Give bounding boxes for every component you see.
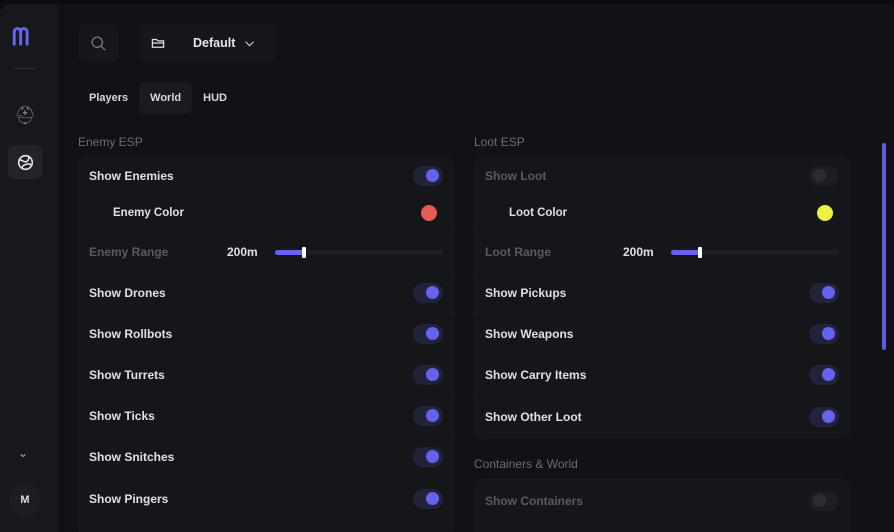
slider-fill xyxy=(671,249,700,255)
containers-card: Show Containers xyxy=(474,479,850,532)
show-snitches-toggle[interactable] xyxy=(413,447,443,467)
globe-icon xyxy=(17,154,33,170)
toggle-row: Show Pickups xyxy=(475,273,849,314)
chevron-down-icon[interactable]: ⌄ xyxy=(18,446,29,460)
profile-name: Default xyxy=(193,36,236,50)
enemy-range-value: 200m xyxy=(227,245,258,259)
toggle-row: Show Rollbots xyxy=(79,314,453,355)
show-other-loot-toggle[interactable] xyxy=(809,406,839,427)
toggle-label: Show Carry Items xyxy=(485,368,587,382)
show-carry-items-toggle[interactable] xyxy=(809,365,839,385)
toggle-row: Show Drones xyxy=(79,273,453,314)
toggle-label: Show Rollbots xyxy=(89,327,173,341)
search-icon xyxy=(90,35,106,51)
toggle-label: Show Containers xyxy=(485,493,584,508)
toggle-label: Show Snitches xyxy=(89,450,175,464)
sidebar: ᗰ ⛑ ⌄ M xyxy=(0,4,58,532)
show-weapons-toggle[interactable] xyxy=(809,324,839,344)
divider xyxy=(14,68,36,69)
profile-dropdown[interactable]: Default ⌵ xyxy=(139,24,276,62)
section-title-containers: Containers & World xyxy=(474,457,578,471)
toggle-row: Show Pingers xyxy=(79,478,453,519)
scrollbar[interactable] xyxy=(882,143,886,350)
toggle-row: Show Carry Items xyxy=(475,355,849,396)
toggle-row: Show Other Loot xyxy=(475,396,849,437)
toggle-row: Show Containers xyxy=(475,480,849,521)
toggle-label: Show Other Loot xyxy=(485,409,582,424)
loot-range-value: 200m xyxy=(623,245,654,259)
enemy-esp-card: Show Enemies Enemy Color Enemy Range 200m… xyxy=(78,157,454,532)
sidebar-item-players[interactable]: ⛑ xyxy=(8,99,42,133)
app-window: ᗰ ⛑ ⌄ M Default ⌵ Players World HUD Enem… xyxy=(0,4,894,532)
show-pingers-toggle[interactable] xyxy=(413,488,443,509)
loot-color-row: Loot Color xyxy=(475,195,849,232)
chevron-down-icon: ⌵ xyxy=(245,36,254,49)
slider-fill xyxy=(275,249,304,255)
tab-players[interactable]: Players xyxy=(89,92,129,104)
loot-color-swatch[interactable] xyxy=(817,205,833,221)
slider-thumb[interactable] xyxy=(301,246,306,258)
toggle-row: Show Snitches xyxy=(79,437,453,478)
toggle-row: Show Weapons xyxy=(475,314,849,355)
show-drones-toggle[interactable] xyxy=(413,283,443,303)
slider-thumb[interactable] xyxy=(697,246,702,258)
enemy-range-row: Enemy Range 200m xyxy=(79,232,453,273)
tab-world[interactable]: World xyxy=(139,82,193,114)
search-button[interactable] xyxy=(78,24,118,62)
show-containers-toggle[interactable] xyxy=(809,490,839,511)
toggle-row: Show Turrets xyxy=(79,355,453,396)
show-loot-row: Show Loot xyxy=(475,158,849,195)
sidebar-item-world[interactable] xyxy=(8,145,42,179)
loot-range-slider[interactable] xyxy=(671,246,839,258)
toggle-row: Show Ticks xyxy=(79,396,453,437)
enemy-color-swatch[interactable] xyxy=(421,205,437,221)
loot-range-row: Loot Range 200m xyxy=(475,232,849,273)
show-enemies-toggle[interactable] xyxy=(413,166,443,186)
folder-icon xyxy=(151,38,165,48)
toggle-label: Show Weapons xyxy=(485,327,574,341)
show-rollbots-toggle[interactable] xyxy=(413,324,443,344)
tab-bar: Players World HUD xyxy=(78,82,238,114)
show-loot-toggle[interactable] xyxy=(809,166,839,186)
avatar[interactable]: M xyxy=(9,484,41,516)
section-title-loot-esp: Loot ESP xyxy=(474,135,525,149)
tab-hud[interactable]: HUD xyxy=(203,92,227,104)
enemy-color-row: Enemy Color xyxy=(79,195,453,232)
toggle-label: Show Drones xyxy=(89,286,166,300)
toggle-label: Show Pingers xyxy=(89,491,169,506)
loot-esp-card: Show Loot Loot Color Loot Range 200m Show… xyxy=(474,157,850,438)
show-turrets-toggle[interactable] xyxy=(413,365,443,385)
toggle-label: Show Ticks xyxy=(89,409,155,423)
toggle-label: Show Pickups xyxy=(485,286,567,300)
section-title-enemy-esp: Enemy ESP xyxy=(78,135,143,149)
app-logo: ᗰ xyxy=(12,24,30,51)
show-pickups-toggle[interactable] xyxy=(809,283,839,303)
show-enemies-row: Show Enemies xyxy=(79,158,453,195)
show-ticks-toggle[interactable] xyxy=(413,406,443,426)
helmet-icon: ⛑ xyxy=(14,106,36,125)
toggle-label: Show Turrets xyxy=(89,368,165,382)
enemy-range-slider[interactable] xyxy=(275,246,443,258)
